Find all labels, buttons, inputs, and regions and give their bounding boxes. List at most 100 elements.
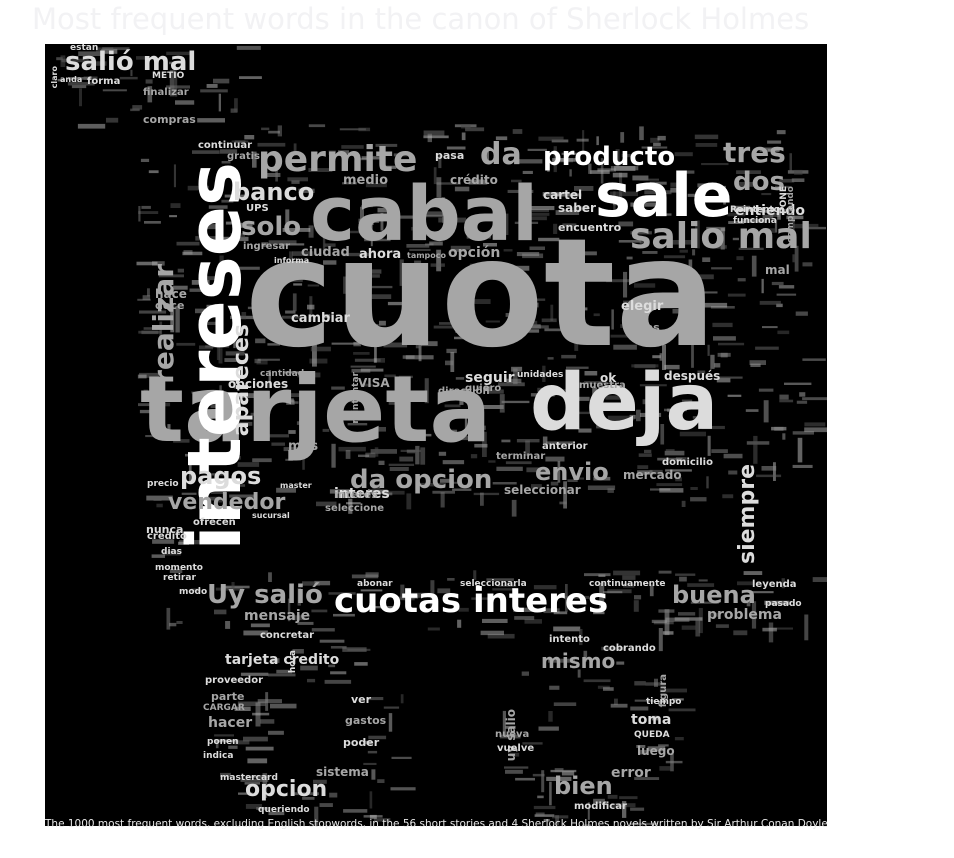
filler-word-stroke: [612, 172, 628, 178]
filler-word-stroke: [592, 387, 597, 407]
cloud-word: modo: [179, 587, 208, 597]
filler-word-stroke: [370, 223, 373, 247]
filler-word-stroke: [177, 268, 184, 273]
filler-word-stroke: [516, 324, 541, 329]
filler-word-stroke: [234, 140, 246, 144]
filler-word-stroke: [733, 630, 748, 636]
filler-word-stroke: [261, 127, 270, 131]
cloud-word: anda: [60, 75, 83, 84]
filler-word-stroke: [611, 309, 614, 330]
filler-word-stroke: [525, 320, 538, 326]
filler-word-stroke: [639, 384, 667, 387]
filler-word-stroke: [257, 699, 282, 704]
filler-word-stroke: [736, 170, 761, 174]
filler-word-stroke: [544, 328, 563, 332]
filler-word-stroke: [579, 629, 583, 646]
filler-word-stroke: [368, 606, 397, 609]
filler-word-stroke: [450, 245, 471, 250]
filler-word-stroke: [139, 372, 159, 378]
filler-word-stroke: [289, 251, 293, 279]
figure-title: Most frequent words in the canon of Sher…: [32, 2, 810, 36]
filler-word-stroke: [102, 47, 130, 51]
filler-word-stroke: [132, 105, 143, 110]
filler-word-stroke: [234, 98, 238, 112]
filler-word-stroke: [670, 182, 678, 187]
filler-word-stroke: [498, 382, 525, 387]
filler-word-stroke: [496, 466, 523, 471]
cloud-word: sale: [595, 161, 733, 231]
filler-word-stroke: [286, 399, 295, 405]
filler-word-stroke: [373, 324, 379, 337]
cloud-word: siempre: [735, 464, 760, 564]
filler-word-stroke: [136, 56, 150, 60]
filler-word-stroke: [341, 145, 364, 149]
filler-word-stroke: [285, 458, 293, 461]
filler-word-stroke: [651, 619, 667, 623]
filler-word-stroke: [508, 265, 530, 271]
filler-word-stroke: [553, 611, 568, 615]
filler-word-stroke: [485, 320, 500, 323]
filler-word-stroke: [311, 628, 335, 632]
filler-word-stroke: [583, 650, 588, 662]
filler-word-stroke: [302, 446, 305, 470]
filler-word-stroke: [529, 246, 545, 250]
filler-word-stroke: [679, 431, 706, 437]
filler-word-stroke: [504, 766, 529, 769]
filler-word-stroke: [732, 237, 739, 241]
filler-word-stroke: [214, 277, 224, 280]
filler-word-stroke: [297, 372, 321, 378]
filler-word-stroke: [145, 79, 153, 84]
filler-word-stroke: [603, 591, 623, 594]
filler-word-stroke: [771, 426, 787, 431]
filler-word-stroke: [555, 210, 580, 215]
filler-word-stroke: [615, 149, 620, 169]
cloud-word: ofrecen: [193, 517, 236, 528]
filler-word-stroke: [79, 88, 82, 107]
filler-word-stroke: [604, 147, 607, 159]
filler-word-stroke: [605, 395, 621, 400]
filler-word-stroke: [505, 725, 516, 729]
cloud-word: ciudad: [301, 245, 350, 260]
filler-word-stroke: [762, 214, 774, 220]
filler-word-stroke: [440, 478, 453, 483]
filler-word-stroke: [267, 343, 280, 346]
filler-word-stroke: [214, 498, 222, 503]
filler-word-stroke: [288, 430, 296, 434]
cloud-word: reintentar: [351, 372, 361, 424]
filler-word-stroke: [477, 405, 504, 409]
filler-word-stroke: [206, 304, 217, 308]
filler-word-stroke: [639, 235, 643, 244]
filler-word-stroke: [514, 616, 535, 620]
filler-word-stroke: [187, 185, 209, 191]
filler-word-stroke: [215, 587, 244, 591]
filler-word-stroke: [102, 89, 127, 92]
filler-word-stroke: [538, 726, 559, 731]
cloud-word: toma: [631, 712, 672, 728]
filler-word-stroke: [331, 443, 336, 468]
filler-word-stroke: [178, 541, 189, 545]
filler-word-stroke: [584, 371, 598, 376]
filler-word-stroke: [548, 658, 575, 663]
cloud-word: pasa: [435, 149, 465, 162]
filler-word-stroke: [292, 792, 319, 796]
filler-word-stroke: [511, 499, 517, 517]
filler-word-stroke: [568, 396, 590, 401]
filler-word-stroke: [282, 228, 311, 232]
filler-word-stroke: [792, 254, 795, 263]
filler-word-stroke: [188, 462, 192, 482]
filler-word-stroke: [753, 435, 758, 464]
filler-word-stroke: [368, 697, 384, 701]
filler-word-stroke: [378, 460, 385, 465]
filler-word-stroke: [457, 412, 470, 415]
filler-word-stroke: [776, 130, 786, 135]
filler-word-stroke: [659, 766, 671, 771]
filler-word-stroke: [195, 236, 222, 241]
filler-word-stroke: [406, 493, 412, 510]
cloud-word: unidades: [517, 370, 564, 380]
filler-word-stroke: [221, 199, 234, 203]
filler-word-stroke: [424, 378, 429, 404]
filler-word-stroke: [619, 796, 638, 800]
filler-word-stroke: [593, 611, 605, 615]
filler-word-stroke: [751, 601, 757, 629]
filler-word-stroke: [619, 172, 623, 198]
